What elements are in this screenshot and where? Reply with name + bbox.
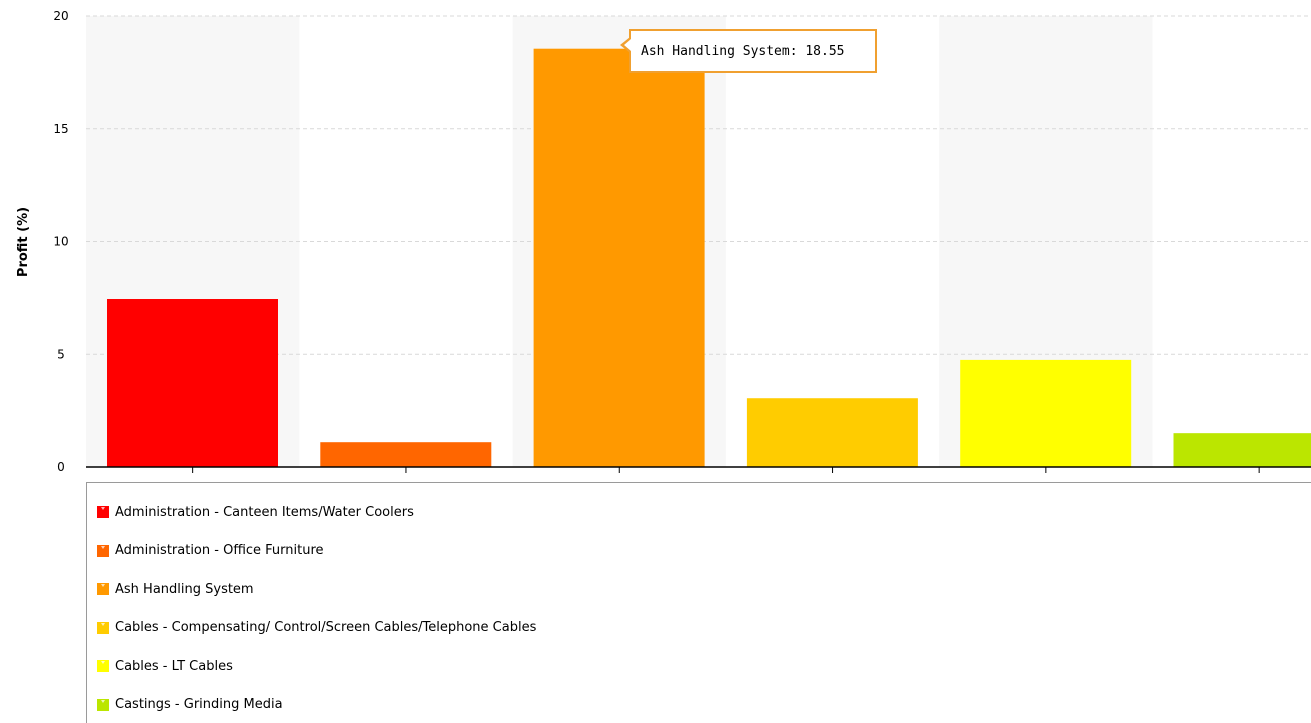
legend-swatch (97, 622, 109, 634)
legend-swatch (97, 506, 109, 518)
legend-label: Cables - Compensating/ Control/Screen Ca… (115, 620, 536, 635)
legend-item[interactable]: Castings - Grinding Media (97, 697, 283, 713)
y-axis-title: Profit (%) (16, 207, 31, 277)
y-tick-label: 10 (53, 235, 68, 249)
legend-label: Castings - Grinding Media (115, 697, 283, 712)
legend-swatch (97, 699, 109, 711)
legend-item[interactable]: Cables - LT Cables (97, 658, 233, 674)
bar[interactable] (960, 360, 1131, 467)
legend-item[interactable]: Cables - Compensating/ Control/Screen Ca… (97, 620, 536, 636)
legend-item[interactable]: Ash Handling System (97, 581, 254, 597)
legend-swatch (97, 660, 109, 672)
legend-label: Cables - LT Cables (115, 659, 233, 674)
bar-tooltip: Ash Handling System: 18.55 (629, 29, 877, 73)
y-tick-label: 0 (57, 460, 65, 474)
bar[interactable] (747, 398, 918, 467)
bar[interactable] (534, 49, 705, 467)
y-tick-label: 15 (53, 122, 68, 136)
y-tick-label: 5 (57, 347, 65, 361)
bar[interactable] (320, 442, 491, 467)
legend-item[interactable]: Administration - Office Furniture (97, 543, 324, 559)
legend-label: Administration - Office Furniture (115, 543, 324, 558)
legend-swatch (97, 583, 109, 595)
tooltip-text: Ash Handling System: 18.55 (641, 44, 845, 59)
legend-label: Ash Handling System (115, 582, 254, 597)
bar[interactable] (107, 299, 278, 467)
y-tick-label: 20 (53, 9, 68, 23)
bar[interactable] (1174, 433, 1311, 467)
legend-label: Administration - Canteen Items/Water Coo… (115, 505, 414, 520)
legend-item[interactable]: Administration - Canteen Items/Water Coo… (97, 504, 414, 520)
legend-swatch (97, 545, 109, 557)
